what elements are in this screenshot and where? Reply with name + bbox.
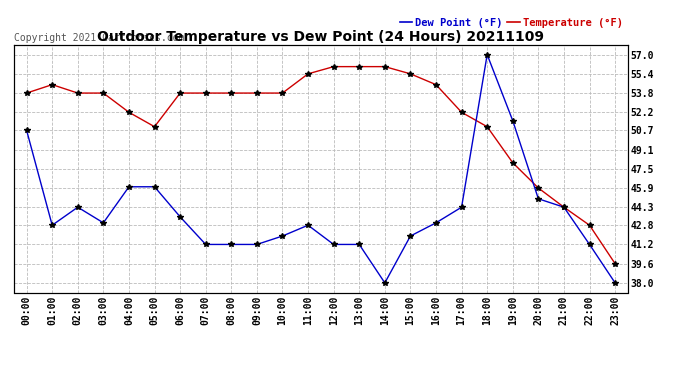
- Legend: Dew Point (°F), Temperature (°F): Dew Point (°F), Temperature (°F): [400, 18, 622, 28]
- Text: Copyright 2021 Cartronics.com: Copyright 2021 Cartronics.com: [14, 33, 184, 42]
- Title: Outdoor Temperature vs Dew Point (24 Hours) 20211109: Outdoor Temperature vs Dew Point (24 Hou…: [97, 30, 544, 44]
